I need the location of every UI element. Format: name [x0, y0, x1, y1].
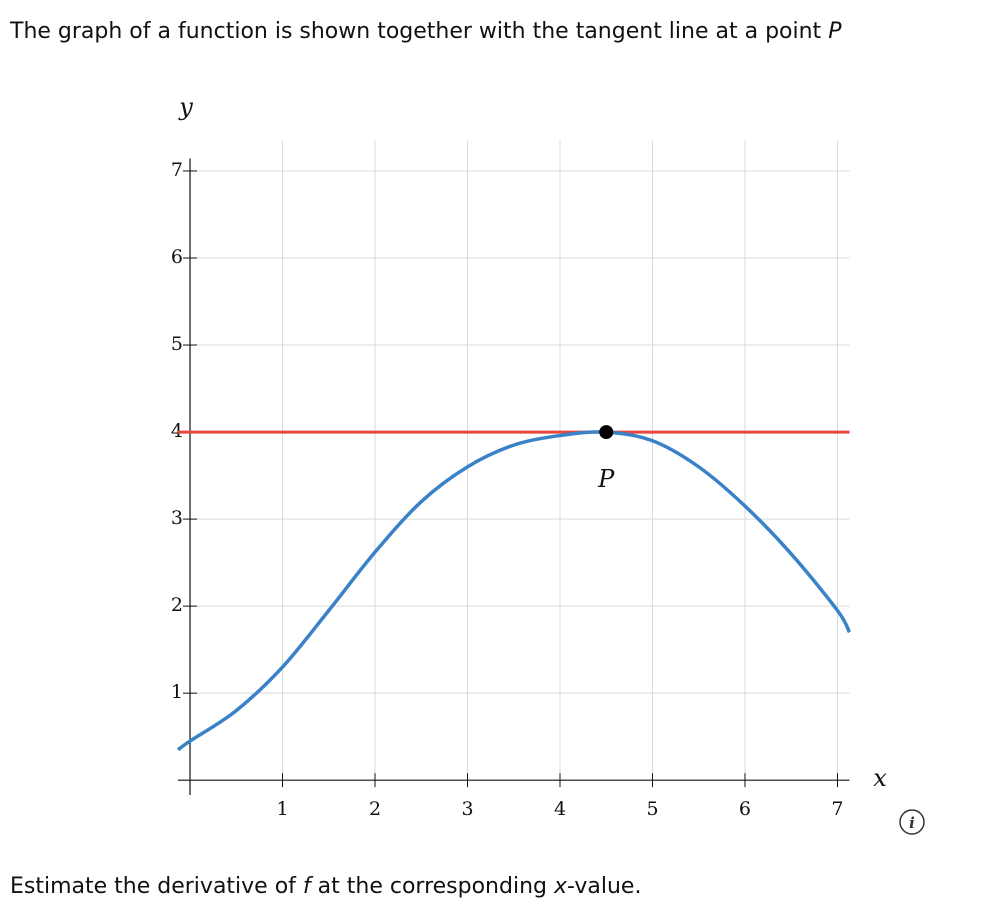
plot: 1 2 3 4 5 6 7 1 2 3 4 5 6 7 P: [171, 140, 852, 820]
x-tick-label: 4: [554, 798, 566, 820]
prompt-var: x: [553, 874, 568, 899]
question-prompt: Estimate the derivative of f at the corr…: [10, 874, 641, 899]
function-curve: [176, 430, 852, 752]
y-tick-label: 7: [171, 159, 183, 181]
prompt-text: Estimate the derivative of: [10, 874, 303, 899]
y-tick-label: 4: [171, 420, 183, 442]
svg-text:i: i: [909, 814, 915, 832]
question-title: The graph of a function is shown togethe…: [9, 19, 842, 44]
y-tick-label: 1: [171, 681, 183, 703]
point-label: P: [597, 465, 615, 493]
x-tick-label: 3: [461, 798, 473, 820]
prompt-text: at the corresponding: [311, 874, 554, 899]
prompt-var: f: [303, 874, 314, 899]
tangent-point: [599, 425, 614, 440]
x-axis-label: x: [873, 764, 887, 792]
prompt-text: -value.: [567, 874, 641, 899]
x-tick-label: 5: [646, 798, 658, 820]
y-tick-label: 2: [171, 594, 183, 616]
title-text: The graph of a function is shown togethe…: [9, 19, 828, 44]
x-tick-label: 6: [739, 798, 751, 820]
y-axis-label: y: [178, 93, 193, 121]
y-tick-label: 6: [171, 246, 183, 268]
title-point: P: [828, 19, 842, 44]
y-tick-label: 3: [171, 507, 183, 529]
x-tick-label: 7: [831, 798, 843, 820]
x-tick-label: 1: [276, 798, 288, 820]
y-tick-label: 5: [171, 333, 183, 355]
info-icon[interactable]: i: [899, 809, 925, 835]
x-tick-label: 2: [369, 798, 381, 820]
